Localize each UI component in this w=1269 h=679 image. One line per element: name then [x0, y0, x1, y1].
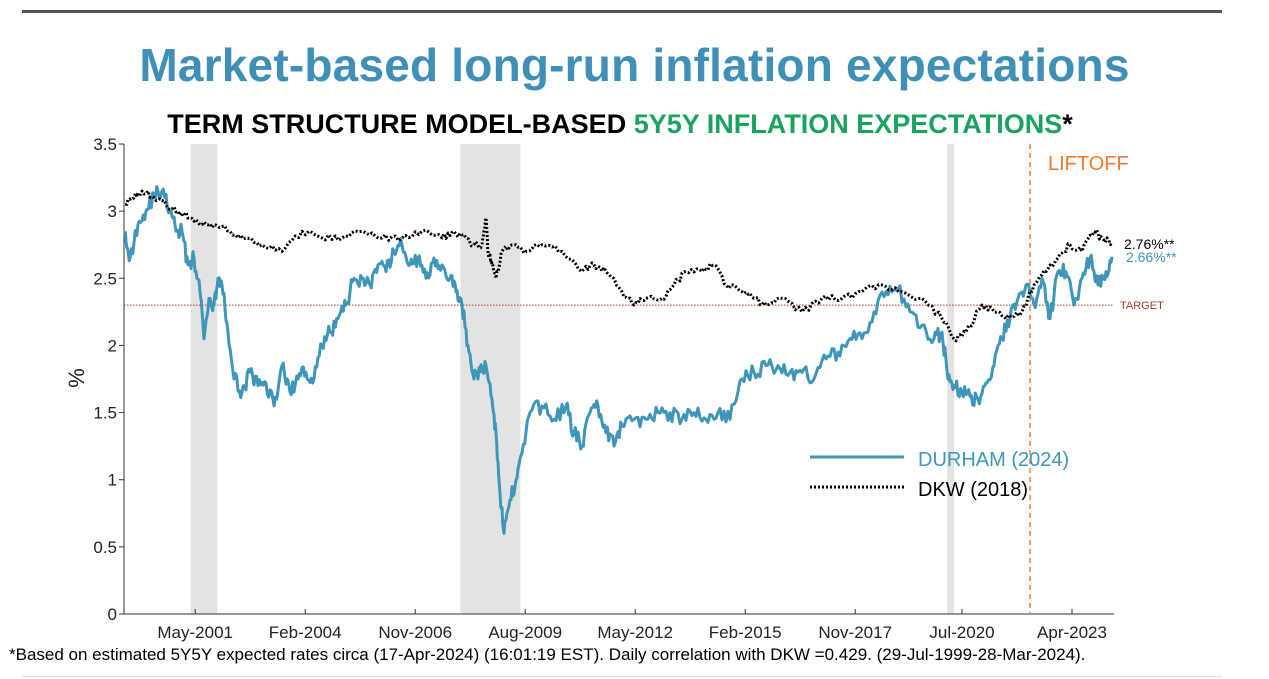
series-line-dkw [125, 189, 1113, 343]
legend-label-dkw: DKW (2018) [918, 479, 1028, 501]
chart-axes: 0 0.5 1 1.5 2 2.5 3 3.5 May-2001 Feb-2004 Nov-2006… [64, 135, 1114, 642]
subtitle-suffix: * [1062, 109, 1073, 139]
legend: DURHAM (2024) DKW (2018) [810, 449, 1069, 501]
dkw-end-label: 2.76%** [1124, 236, 1175, 252]
y-tick-label: 0.5 [93, 538, 117, 557]
series-line-durham [123, 185, 1114, 535]
recession-band-1 [190, 144, 218, 614]
subtitle-prefix: TERM STRUCTURE MODEL-BASED [167, 109, 634, 139]
y-tick-label: 1 [108, 471, 117, 490]
reference-lines [124, 144, 1114, 614]
subtitle-highlight: 5Y5Y INFLATION EXPECTATIONS [633, 109, 1063, 139]
liftoff-label: LIFTOFF [1048, 153, 1129, 175]
y-tick-label: 1.5 [93, 404, 117, 423]
top-rule [22, 10, 1222, 13]
y-tick-label: 2 [108, 336, 117, 355]
y-axis-label: % [64, 368, 89, 388]
x-tick-label: Nov-2017 [818, 623, 892, 642]
y-tick-label: 2.5 [93, 269, 117, 288]
legend-label-durham: DURHAM (2024) [918, 449, 1069, 471]
x-tick-label: Feb-2004 [269, 623, 342, 642]
x-tick-label: Aug-2009 [488, 623, 562, 642]
recession-band-2 [460, 144, 521, 614]
durham-end-label: 2.66%** [1126, 249, 1177, 265]
x-tick-label: Feb-2015 [709, 623, 782, 642]
recession-bands [190, 144, 954, 614]
x-tick-label: May-2012 [597, 623, 673, 642]
chart-subtitle: TERM STRUCTURE MODEL-BASED 5Y5Y INFLATIO… [0, 109, 1240, 140]
x-tick-label: May-2001 [157, 623, 233, 642]
page-title: Market-based long-run inflation expectat… [139, 39, 1130, 91]
x-tick-label: Apr-2023 [1037, 623, 1107, 642]
footnote: *Based on estimated 5Y5Y expected rates … [9, 645, 1086, 664]
x-tick-label: Jul-2020 [929, 623, 994, 642]
chart-labels: TARGET LIFTOFF 2.76%**2.66%** [1048, 153, 1177, 312]
series-lines [123, 185, 1114, 535]
y-tick-label: 3.5 [93, 135, 117, 154]
x-tick-label: Nov-2006 [378, 623, 452, 642]
y-tick-label: 3 [108, 202, 117, 221]
target-label: TARGET [1120, 300, 1164, 312]
y-tick-label: 0 [108, 605, 117, 624]
bottom-rule [22, 676, 1222, 677]
